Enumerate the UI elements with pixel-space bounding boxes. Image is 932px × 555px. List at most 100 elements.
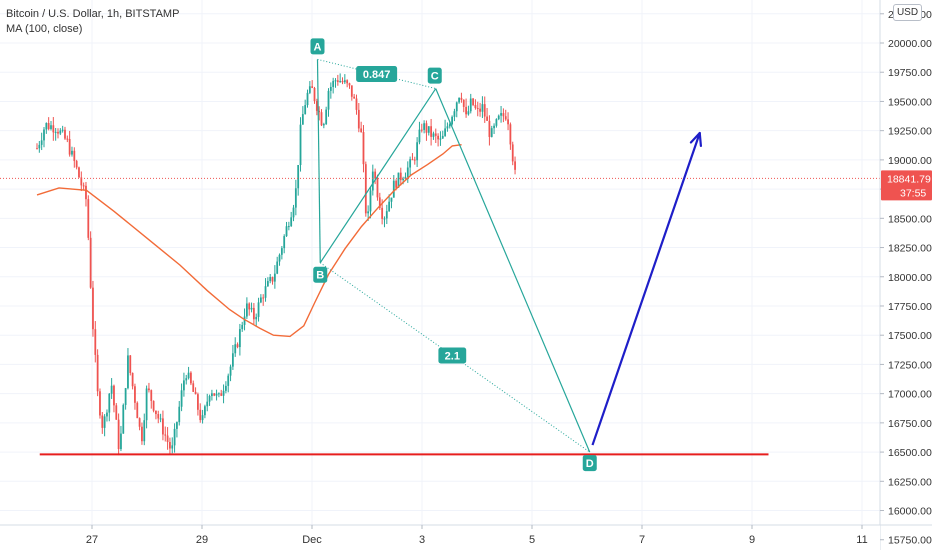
- y-tick-label: 15750.00: [888, 535, 932, 547]
- pattern-point-A: A: [310, 38, 325, 55]
- x-tick-label: 27: [86, 534, 98, 546]
- candle-body: [462, 99, 465, 107]
- candle-body: [472, 98, 474, 106]
- candle-body: [495, 119, 498, 126]
- candle-body: [483, 104, 486, 117]
- candle-body: [271, 277, 274, 282]
- candle-body: [360, 128, 363, 133]
- y-tick-label: 18000.00: [888, 272, 932, 284]
- pattern-point-B-box: [313, 266, 328, 283]
- candle-body: [308, 86, 311, 93]
- candle-body: [173, 428, 176, 446]
- candle-body: [96, 354, 99, 392]
- candle-body: [430, 126, 433, 137]
- y-tick-label: 18250.00: [888, 243, 932, 255]
- candle-body: [166, 435, 169, 443]
- candle-body: [136, 402, 139, 419]
- candle-body: [285, 226, 288, 237]
- candle-body: [145, 388, 148, 421]
- x-tick-label: 11: [856, 534, 867, 546]
- candle-body: [318, 110, 321, 113]
- candle-body: [124, 388, 127, 405]
- candle-body: [101, 415, 104, 428]
- candle-body: [110, 385, 113, 394]
- pattern-leg-CD: [435, 88, 591, 453]
- candle-body: [229, 366, 232, 376]
- candle-body: [306, 92, 309, 106]
- pattern-leg-AB: [316, 59, 321, 263]
- candle-body: [374, 171, 377, 179]
- candle-body: [339, 80, 342, 82]
- candle-body: [89, 237, 92, 288]
- y-axis-panel: [880, 0, 932, 550]
- x-tick-label: 3: [419, 534, 425, 546]
- candle-body: [437, 135, 440, 140]
- candle-body: [320, 112, 323, 126]
- candle-body: [269, 277, 272, 282]
- candle-body: [455, 102, 458, 112]
- candle-body: [283, 236, 286, 249]
- candle-body: [357, 109, 360, 129]
- y-tick-label: 16750.00: [888, 418, 932, 430]
- candle-body: [73, 150, 76, 162]
- candle-body: [71, 150, 73, 155]
- candle-body: [66, 138, 69, 140]
- candle-body: [364, 164, 367, 214]
- candle-body: [311, 86, 314, 88]
- candle-body: [369, 190, 372, 212]
- candle-body: [120, 433, 122, 450]
- y-tick-label: 16500.00: [888, 447, 932, 459]
- candle-body: [418, 129, 421, 143]
- y-tick-label: 19250.00: [888, 126, 932, 138]
- candle-body: [68, 139, 71, 155]
- price-tag-box: [881, 170, 932, 201]
- candle-body: [222, 390, 225, 396]
- candle-body: [255, 316, 258, 320]
- candle-body: [486, 116, 488, 121]
- candle-body: [294, 188, 297, 208]
- x-tick-label: 5: [529, 534, 535, 546]
- grid: [0, 0, 880, 541]
- candle-body: [92, 287, 94, 330]
- pattern-leg-BC: [319, 88, 437, 264]
- projection-arrow: [591, 131, 703, 446]
- candle-body: [64, 129, 66, 139]
- currency-button[interactable]: USD: [893, 4, 922, 21]
- candle-body: [304, 105, 307, 115]
- candle-body: [224, 385, 227, 391]
- candle-body: [171, 445, 174, 449]
- candle-body: [376, 178, 379, 198]
- pattern-point-D-box: [582, 455, 597, 472]
- candle-body: [381, 207, 384, 219]
- candle-body: [108, 393, 111, 413]
- candle-body: [138, 418, 141, 427]
- candle-body: [280, 248, 283, 255]
- candle-body: [276, 261, 279, 274]
- candle-body: [336, 80, 339, 82]
- candle-body: [78, 167, 80, 178]
- candle-body: [292, 207, 295, 218]
- candle-body: [241, 324, 244, 330]
- candle-body: [367, 211, 370, 214]
- candle-body: [362, 132, 365, 165]
- ratio-label-bd-text: 2.1: [445, 351, 460, 363]
- x-axis-panel: [0, 525, 880, 550]
- candle-body: [87, 199, 90, 238]
- candle-body: [122, 404, 125, 434]
- ratio-label-bd-box: [438, 347, 467, 364]
- candle-body: [85, 185, 87, 200]
- arrow-head-1: [698, 131, 703, 148]
- x-tick-label: 29: [196, 534, 208, 546]
- candle-body: [252, 307, 255, 320]
- candle-body: [514, 161, 516, 170]
- candle-body: [47, 123, 50, 129]
- candle-body: [238, 329, 241, 348]
- candle-body: [204, 406, 206, 416]
- candle-body: [264, 286, 267, 298]
- pattern-ratio-line-BD: [319, 262, 591, 453]
- y-tick-label: 19500.00: [888, 96, 932, 108]
- candle-body: [148, 388, 150, 391]
- candle-body: [141, 426, 143, 442]
